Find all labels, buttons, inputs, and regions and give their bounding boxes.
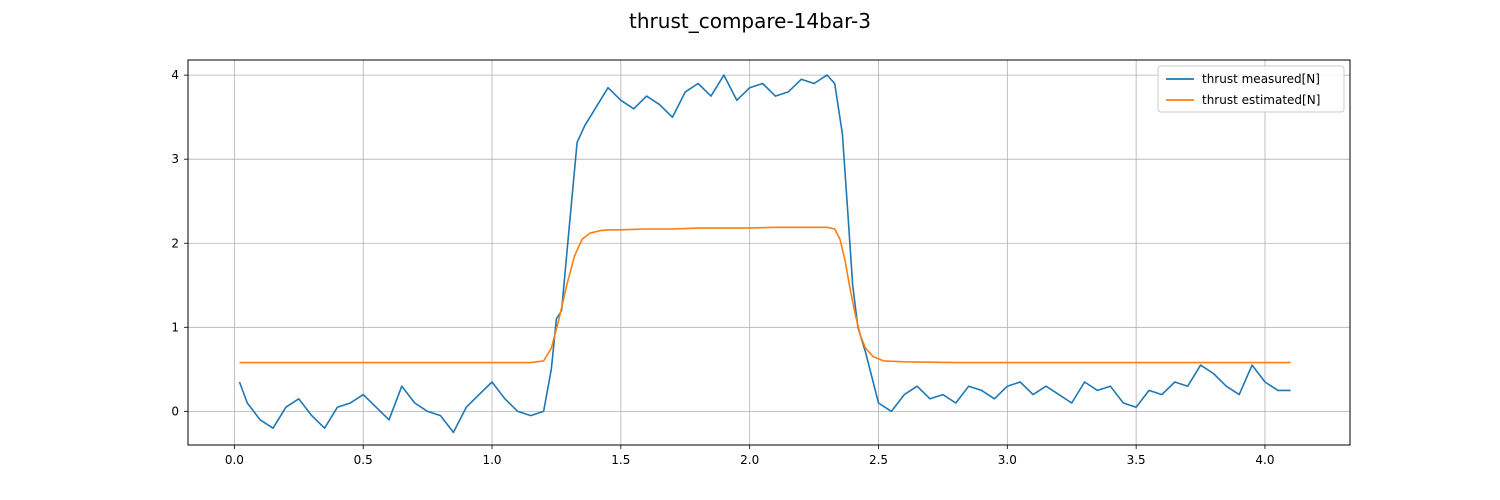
x-tick-label: 3.5 — [1127, 453, 1146, 467]
y-tick-label: 2 — [171, 236, 179, 250]
series-line-1 — [238, 74, 1291, 434]
y-tick-label: 1 — [171, 320, 179, 334]
y-tick-label: 4 — [171, 68, 179, 82]
ticks: 0.0 0.5 1.0 1.5 2.0 2.5 3.0 3.5 4.0 0 1 2 3 4 — [171, 68, 1274, 467]
series-layer — [238, 74, 1291, 434]
legend-label-2: thrust estimated[N] — [1202, 93, 1320, 107]
legend-label-1: thrust measured[N] — [1202, 72, 1320, 86]
x-tick-label: 2.5 — [869, 453, 888, 467]
legend: thrust measured[N] thrust estimated[N] — [1157, 65, 1345, 113]
series-line-2 — [239, 226, 1291, 364]
x-tick-label: 3.0 — [998, 453, 1017, 467]
grid — [188, 60, 1350, 445]
chart-title: thrust_compare-14bar-3 — [629, 9, 871, 33]
y-tick-label: 3 — [171, 152, 179, 166]
x-tick-label: 1.5 — [611, 453, 630, 467]
x-tick-label: 0.5 — [354, 453, 373, 467]
legend-box — [1157, 65, 1345, 113]
x-tick-label: 2.0 — [740, 453, 759, 467]
x-tick-label: 4.0 — [1255, 453, 1274, 467]
x-tick-label: 1.0 — [482, 453, 501, 467]
plot-frame — [187, 59, 1351, 446]
x-tick-label: 0.0 — [225, 453, 244, 467]
y-tick-label: 0 — [171, 404, 179, 418]
